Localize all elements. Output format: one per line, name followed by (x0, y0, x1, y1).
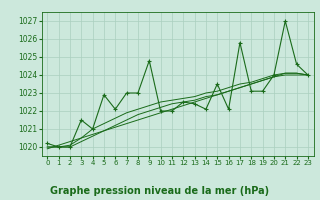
Text: Graphe pression niveau de la mer (hPa): Graphe pression niveau de la mer (hPa) (51, 186, 269, 196)
